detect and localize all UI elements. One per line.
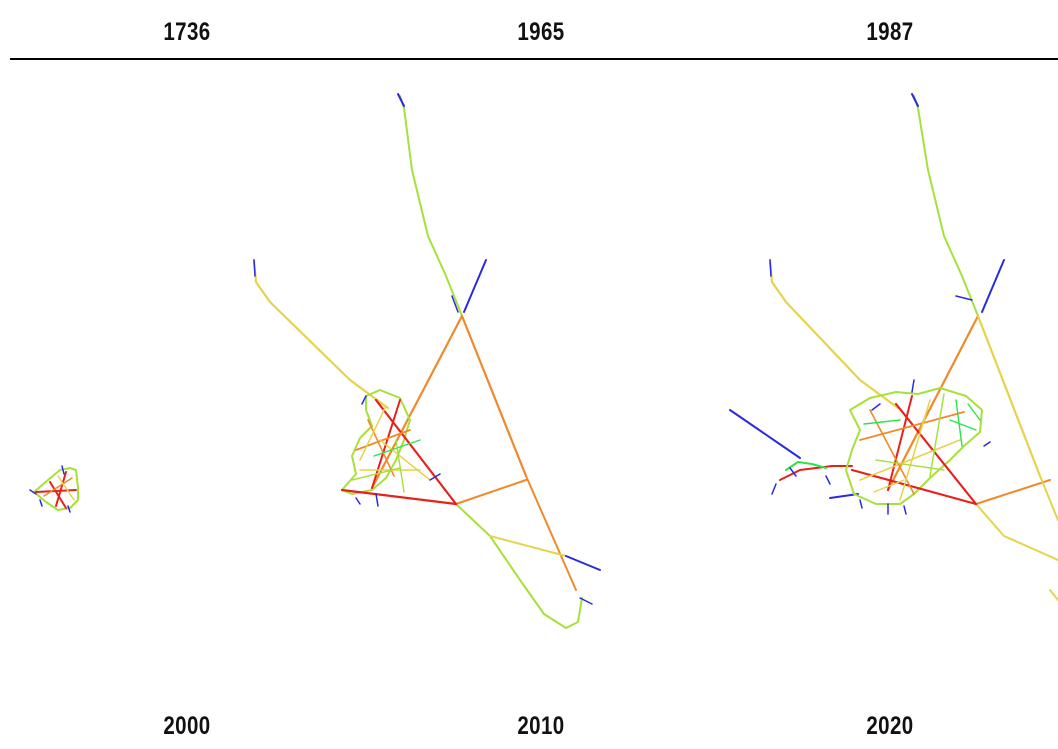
network-1736	[29, 465, 79, 513]
header-divider	[10, 58, 1058, 60]
year-label-2000: 2000	[163, 712, 211, 740]
year-label-2010: 2010	[517, 712, 565, 740]
network-1987	[729, 93, 1058, 601]
year-label-1736: 1736	[163, 18, 211, 46]
year-label-1987: 1987	[866, 18, 914, 46]
network-1965	[252, 93, 601, 629]
year-label-2020: 2020	[866, 712, 914, 740]
year-label-1965: 1965	[517, 18, 565, 46]
